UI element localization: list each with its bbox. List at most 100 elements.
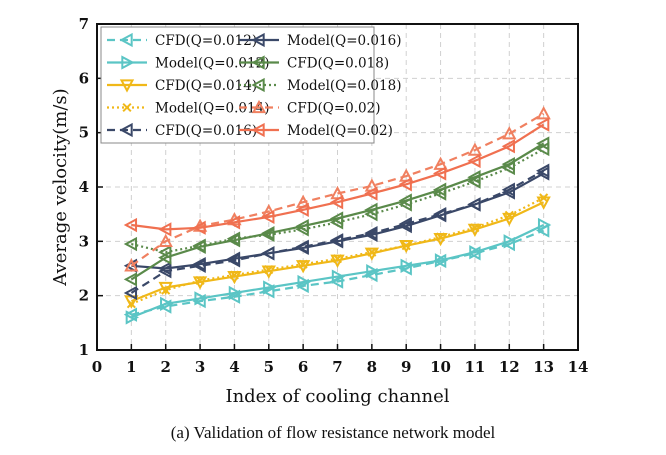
data-point [536, 117, 550, 132]
legend-label: Model(Q=0.014) [155, 101, 269, 117]
legend-marker [251, 32, 265, 48]
series-line [131, 172, 545, 270]
x-marker-stroke [195, 275, 205, 286]
x-marker-stroke [264, 265, 274, 275]
data-point [161, 285, 171, 295]
data-point [123, 236, 138, 252]
x-marker-stroke [401, 241, 411, 251]
data-point [295, 240, 309, 256]
x-tick-label: 9 [401, 358, 411, 376]
x-tick-label: 10 [430, 358, 451, 376]
x-tick-label: 11 [464, 358, 485, 376]
legend-marker [251, 77, 265, 93]
x-marker-stroke [161, 285, 171, 295]
data-point [194, 291, 208, 306]
x-marker-stroke [504, 210, 514, 220]
x-tick-label: 1 [126, 358, 136, 376]
data-point [124, 258, 139, 272]
data-point [125, 310, 139, 325]
legend-item: Model(Q=0.012) [107, 55, 269, 72]
data-point [467, 197, 481, 212]
data-point [264, 265, 274, 275]
legend-marker [121, 55, 135, 70]
y-tick-label: 4 [79, 178, 89, 196]
data-point [536, 141, 550, 157]
y-tick-label: 7 [79, 15, 89, 33]
data-point [501, 185, 515, 200]
data-point [195, 275, 205, 286]
y-tick-label: 1 [79, 341, 89, 359]
data-point [228, 285, 243, 301]
data-point [332, 254, 343, 264]
y-tick-label: 5 [79, 124, 89, 142]
data-point [226, 231, 241, 246]
data-point [295, 202, 309, 217]
x-axis-label: Index of cooling channel [225, 386, 449, 407]
x-marker-stroke [539, 193, 549, 203]
data-point [364, 227, 378, 242]
data-point [504, 210, 514, 220]
legend-item: Model(Q=0.02) [239, 122, 393, 139]
series-Model(Q=0.018) [123, 141, 550, 260]
data-point [126, 299, 136, 309]
data-point [123, 285, 138, 301]
data-point [329, 215, 344, 230]
data-point [467, 153, 481, 169]
data-point [398, 177, 412, 192]
legend-item: CFD(Q=0.02) [239, 99, 381, 117]
legend-label: CFD(Q=0.016) [155, 123, 257, 139]
data-point [399, 240, 414, 254]
x-marker-stroke [470, 223, 480, 233]
data-point [158, 245, 172, 260]
data-point [467, 174, 481, 189]
data-point [398, 197, 412, 212]
data-point [432, 166, 447, 181]
data-point [432, 186, 447, 201]
legend-item: CFD(Q=0.012) [107, 32, 257, 49]
x-marker-stroke [436, 232, 446, 242]
data-point [501, 139, 515, 154]
data-point [261, 246, 275, 261]
x-tick-label: 0 [92, 358, 102, 376]
series-Model(Q=0.016) [123, 166, 550, 276]
x-tick-label: 14 [568, 358, 589, 376]
data-point [470, 223, 480, 233]
legend-marker [251, 99, 267, 114]
x-marker-stroke [122, 102, 132, 113]
data-point [295, 222, 309, 237]
data-point [501, 160, 515, 176]
data-point [329, 234, 344, 249]
data-point [331, 269, 346, 284]
data-point [298, 259, 308, 269]
series-Model(Q=0.02) [123, 117, 550, 237]
data-point [434, 253, 449, 268]
x-tick-label: 12 [499, 358, 520, 376]
legend-label: CFD(Q=0.014) [155, 78, 257, 94]
x-tick-label: 5 [264, 358, 274, 376]
series-Model(Q=0.014) [126, 193, 549, 309]
data-point [469, 245, 483, 260]
x-tick-label: 6 [298, 358, 308, 376]
legend-label: Model(Q=0.02) [287, 123, 393, 139]
data-point [261, 227, 275, 242]
legend-marker [119, 32, 133, 48]
legend-marker [119, 79, 135, 93]
x-tick-label: 7 [332, 358, 342, 376]
series-layer [123, 106, 552, 325]
legend-label: Model(Q=0.012) [155, 56, 269, 72]
legend-marker [119, 122, 133, 138]
data-point [364, 186, 378, 201]
data-point [432, 208, 447, 223]
data-point [158, 261, 172, 276]
y-tick-label: 6 [79, 69, 89, 87]
series-line [131, 148, 545, 254]
data-point [158, 233, 173, 248]
series-line [131, 123, 545, 231]
legend-item: CFD(Q=0.016) [107, 122, 257, 139]
y-axis-label: Average velocity(m/s) [50, 88, 71, 286]
data-point [364, 206, 378, 222]
legend-marker [251, 55, 265, 70]
legend-label: Model(Q=0.016) [287, 33, 401, 49]
series-line [130, 224, 545, 319]
